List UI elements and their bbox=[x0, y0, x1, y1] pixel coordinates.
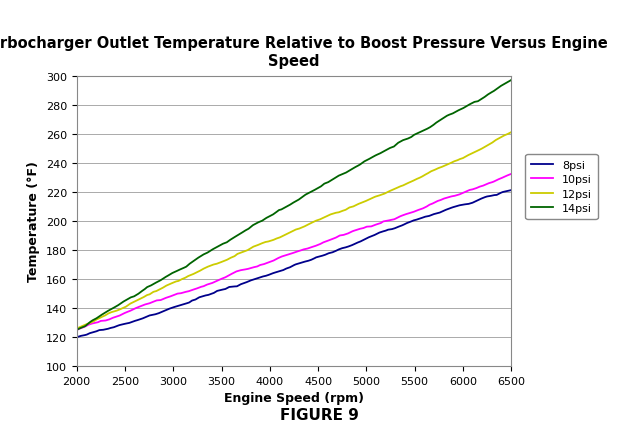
Line: 8psi: 8psi bbox=[77, 191, 511, 337]
14psi bbox=[286, 203, 294, 208]
10psi bbox=[219, 276, 226, 281]
10psi bbox=[73, 328, 81, 333]
X-axis label: Engine Speed (rpm): Engine Speed (rpm) bbox=[224, 391, 364, 405]
12psi bbox=[130, 300, 137, 305]
12psi bbox=[286, 230, 294, 235]
8psi bbox=[130, 319, 137, 324]
Legend: 8psi, 10psi, 12psi, 14psi: 8psi, 10psi, 12psi, 14psi bbox=[525, 155, 597, 219]
14psi bbox=[130, 294, 137, 299]
10psi bbox=[286, 252, 294, 257]
12psi bbox=[219, 259, 226, 265]
Text: FIGURE 9: FIGURE 9 bbox=[280, 407, 359, 422]
10psi bbox=[507, 172, 515, 177]
14psi bbox=[219, 242, 226, 247]
Title: Turbocharger Outlet Temperature Relative to Boost Pressure Versus Engine
Speed: Turbocharger Outlet Temperature Relative… bbox=[0, 36, 607, 69]
14psi bbox=[507, 78, 515, 83]
Line: 12psi: 12psi bbox=[77, 133, 511, 329]
10psi bbox=[362, 225, 369, 230]
8psi bbox=[286, 265, 294, 270]
14psi bbox=[150, 282, 158, 287]
Line: 14psi: 14psi bbox=[77, 81, 511, 330]
14psi bbox=[399, 138, 407, 144]
12psi bbox=[362, 199, 369, 204]
10psi bbox=[150, 299, 158, 304]
8psi bbox=[399, 223, 407, 228]
12psi bbox=[399, 184, 407, 189]
12psi bbox=[150, 289, 158, 294]
14psi bbox=[73, 328, 81, 333]
10psi bbox=[399, 213, 407, 218]
Y-axis label: Temperature (°F): Temperature (°F) bbox=[27, 161, 40, 282]
8psi bbox=[150, 312, 158, 317]
12psi bbox=[507, 130, 515, 135]
8psi bbox=[507, 188, 515, 193]
10psi bbox=[130, 307, 137, 312]
14psi bbox=[362, 159, 369, 164]
8psi bbox=[219, 288, 226, 293]
8psi bbox=[362, 237, 369, 242]
12psi bbox=[73, 326, 81, 331]
8psi bbox=[73, 335, 81, 340]
Line: 10psi: 10psi bbox=[77, 175, 511, 330]
